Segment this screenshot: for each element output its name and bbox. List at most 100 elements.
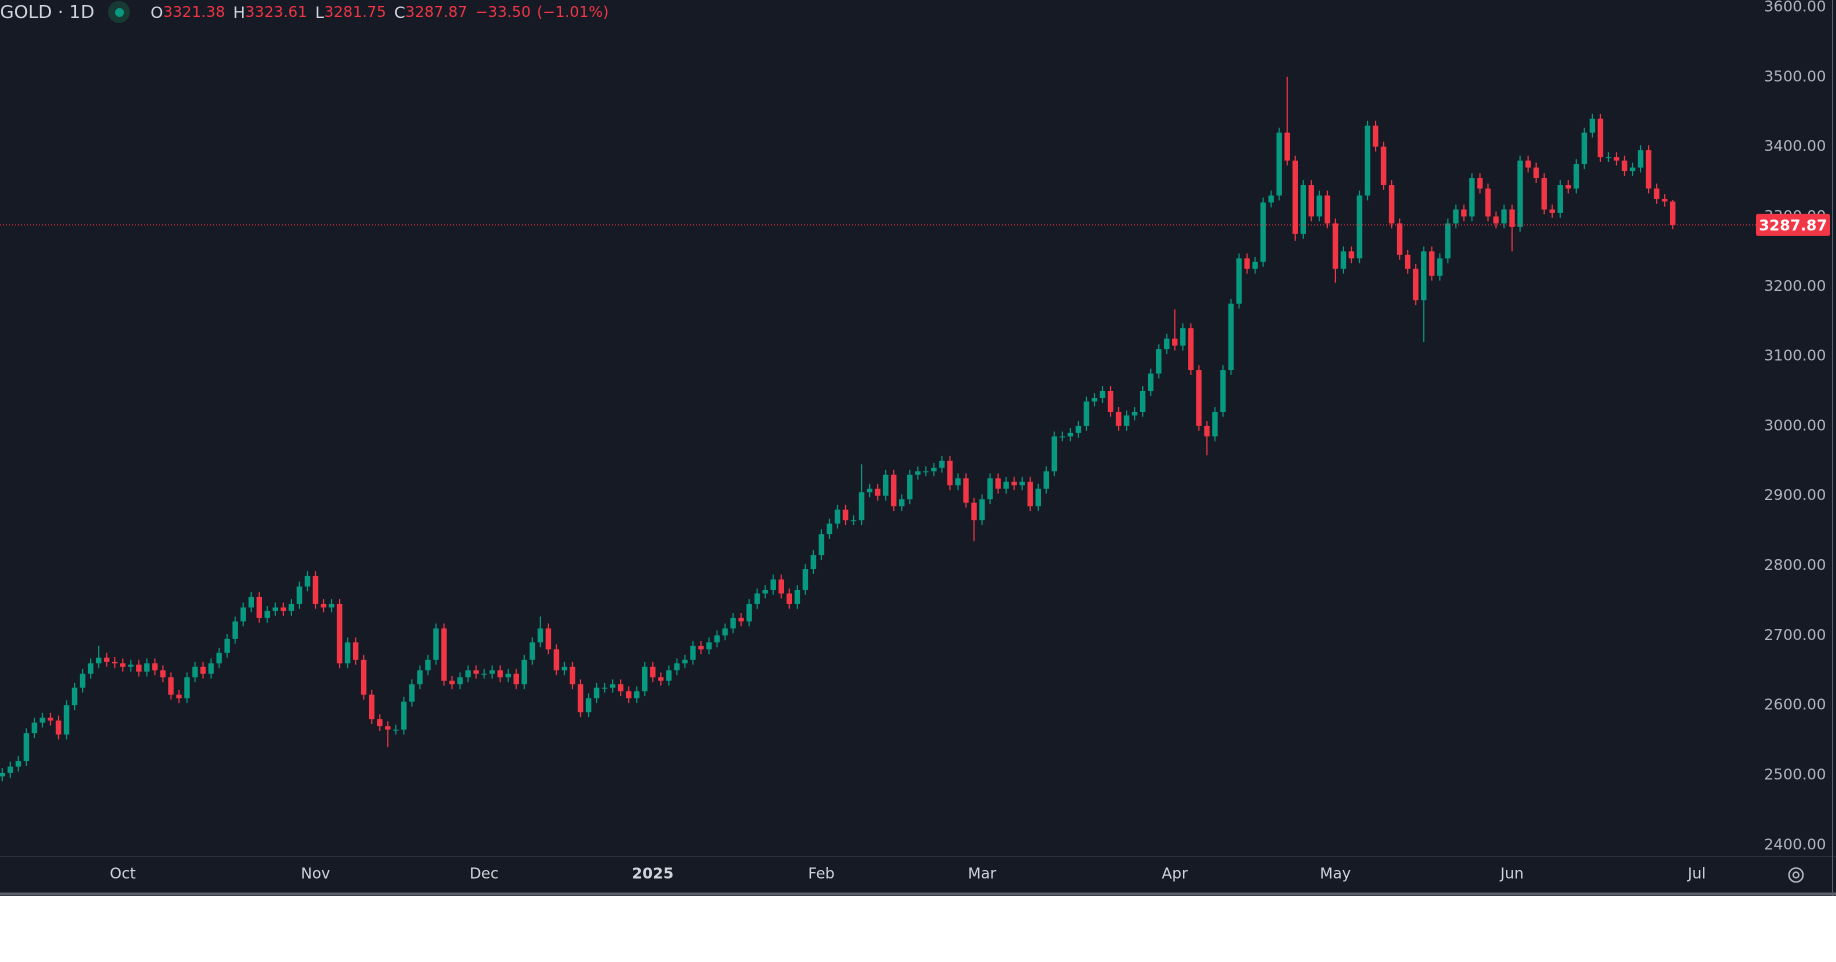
candle-body (87, 663, 94, 674)
candle-body (216, 652, 222, 664)
candle-body (730, 617, 736, 629)
candle-body (200, 666, 206, 674)
ohlc-label: C (394, 2, 406, 22)
candle-body (1541, 178, 1547, 210)
candle-body (1621, 160, 1628, 172)
candle-body (577, 684, 584, 713)
change-percent: (−1.01%) (536, 3, 609, 21)
candle-body (899, 499, 905, 507)
candle-body (561, 666, 568, 671)
candle-body (1509, 209, 1515, 227)
candle-body (1131, 411, 1138, 416)
candle-body (401, 701, 407, 730)
candle-body (320, 603, 327, 608)
candle-body (1549, 209, 1555, 213)
candle-body (1316, 195, 1323, 217)
candle-body (1228, 303, 1234, 371)
candle-body (762, 589, 768, 594)
x-tick-label: Jun (1499, 865, 1523, 883)
y-tick-label: 3100.00 (1764, 347, 1826, 365)
candle-body (1091, 397, 1098, 402)
candle-body (521, 659, 528, 685)
candle-body (1412, 268, 1419, 301)
candle-body (1260, 202, 1266, 262)
candle-body (280, 607, 287, 611)
y-tick-label: 2400.00 (1764, 835, 1826, 853)
candle-body (385, 726, 391, 730)
candle-body (144, 663, 150, 672)
candle-body (224, 638, 230, 653)
candle-body (47, 717, 54, 721)
candle-body (1204, 425, 1210, 437)
candle-body (1027, 481, 1033, 507)
candle-body (160, 670, 166, 678)
y-tick-label: 2800.00 (1764, 556, 1826, 574)
candle-body (1348, 251, 1355, 259)
settings-icon-hub (1792, 871, 1800, 879)
candle-body (1107, 390, 1114, 412)
candle-body (63, 705, 70, 735)
symbol-title[interactable]: GOLD · 1D (0, 1, 95, 23)
candle-body (698, 645, 704, 650)
candle-body (778, 579, 785, 594)
x-tick-label: May (1320, 865, 1351, 883)
x-tick-label: Oct (110, 865, 136, 883)
candle-body (601, 687, 608, 689)
candle-body (995, 478, 1001, 489)
candle-body (593, 687, 600, 699)
candle-body (433, 628, 439, 660)
candle-body (457, 677, 463, 685)
candle-body (208, 663, 214, 674)
candle-body (770, 579, 776, 590)
candle-body (1445, 223, 1451, 259)
candle-body (1292, 160, 1298, 234)
candle-body (1421, 251, 1427, 301)
candle-body (1469, 178, 1475, 217)
y-tick-label: 3000.00 (1764, 416, 1826, 434)
candle-body (368, 694, 375, 720)
candle-body (1332, 223, 1339, 269)
candle-body (1164, 338, 1170, 350)
candle-body (1557, 185, 1563, 213)
candle-body (465, 670, 471, 678)
candle-body (23, 733, 30, 762)
candle-body (1613, 157, 1620, 161)
legend-header: GOLD · 1D O 3321.38 H 3323.61 L 3281.75 C 3287.… (0, 0, 609, 24)
candle-body (1308, 185, 1315, 217)
candle-body (296, 586, 303, 604)
candle-body (272, 607, 279, 611)
candle-body (850, 520, 857, 522)
candle-body (931, 467, 937, 472)
candle-body (1485, 188, 1491, 217)
ohlc-label: L (315, 2, 325, 22)
candle-body (192, 666, 198, 678)
candle-body (786, 593, 793, 604)
candle-body (352, 642, 359, 660)
candle-body (923, 471, 929, 473)
candle-body (103, 657, 110, 662)
candle-body (0, 772, 6, 777)
candle-body (264, 610, 271, 618)
candle-body (706, 642, 712, 650)
settings-icon[interactable] (1788, 867, 1804, 883)
candle-body (473, 670, 479, 674)
candle-body (1284, 132, 1290, 161)
chart-background (0, 0, 1836, 896)
candle-body (128, 664, 134, 667)
candle-body (746, 603, 752, 622)
candle-body (818, 534, 825, 556)
candle-body (1565, 185, 1572, 189)
ohlc-value: 3323.61 (245, 3, 308, 21)
candle-body (120, 663, 126, 667)
candle-body (1083, 401, 1090, 426)
candle-body (810, 555, 817, 570)
candle-body (834, 509, 841, 524)
x-tick-label: Mar (968, 865, 997, 883)
candle-body (1404, 254, 1411, 269)
candle-body (907, 474, 913, 500)
market-status[interactable] (108, 1, 131, 23)
candle-body (1605, 157, 1612, 159)
candle-body (1356, 195, 1363, 259)
candle-body (642, 666, 648, 692)
